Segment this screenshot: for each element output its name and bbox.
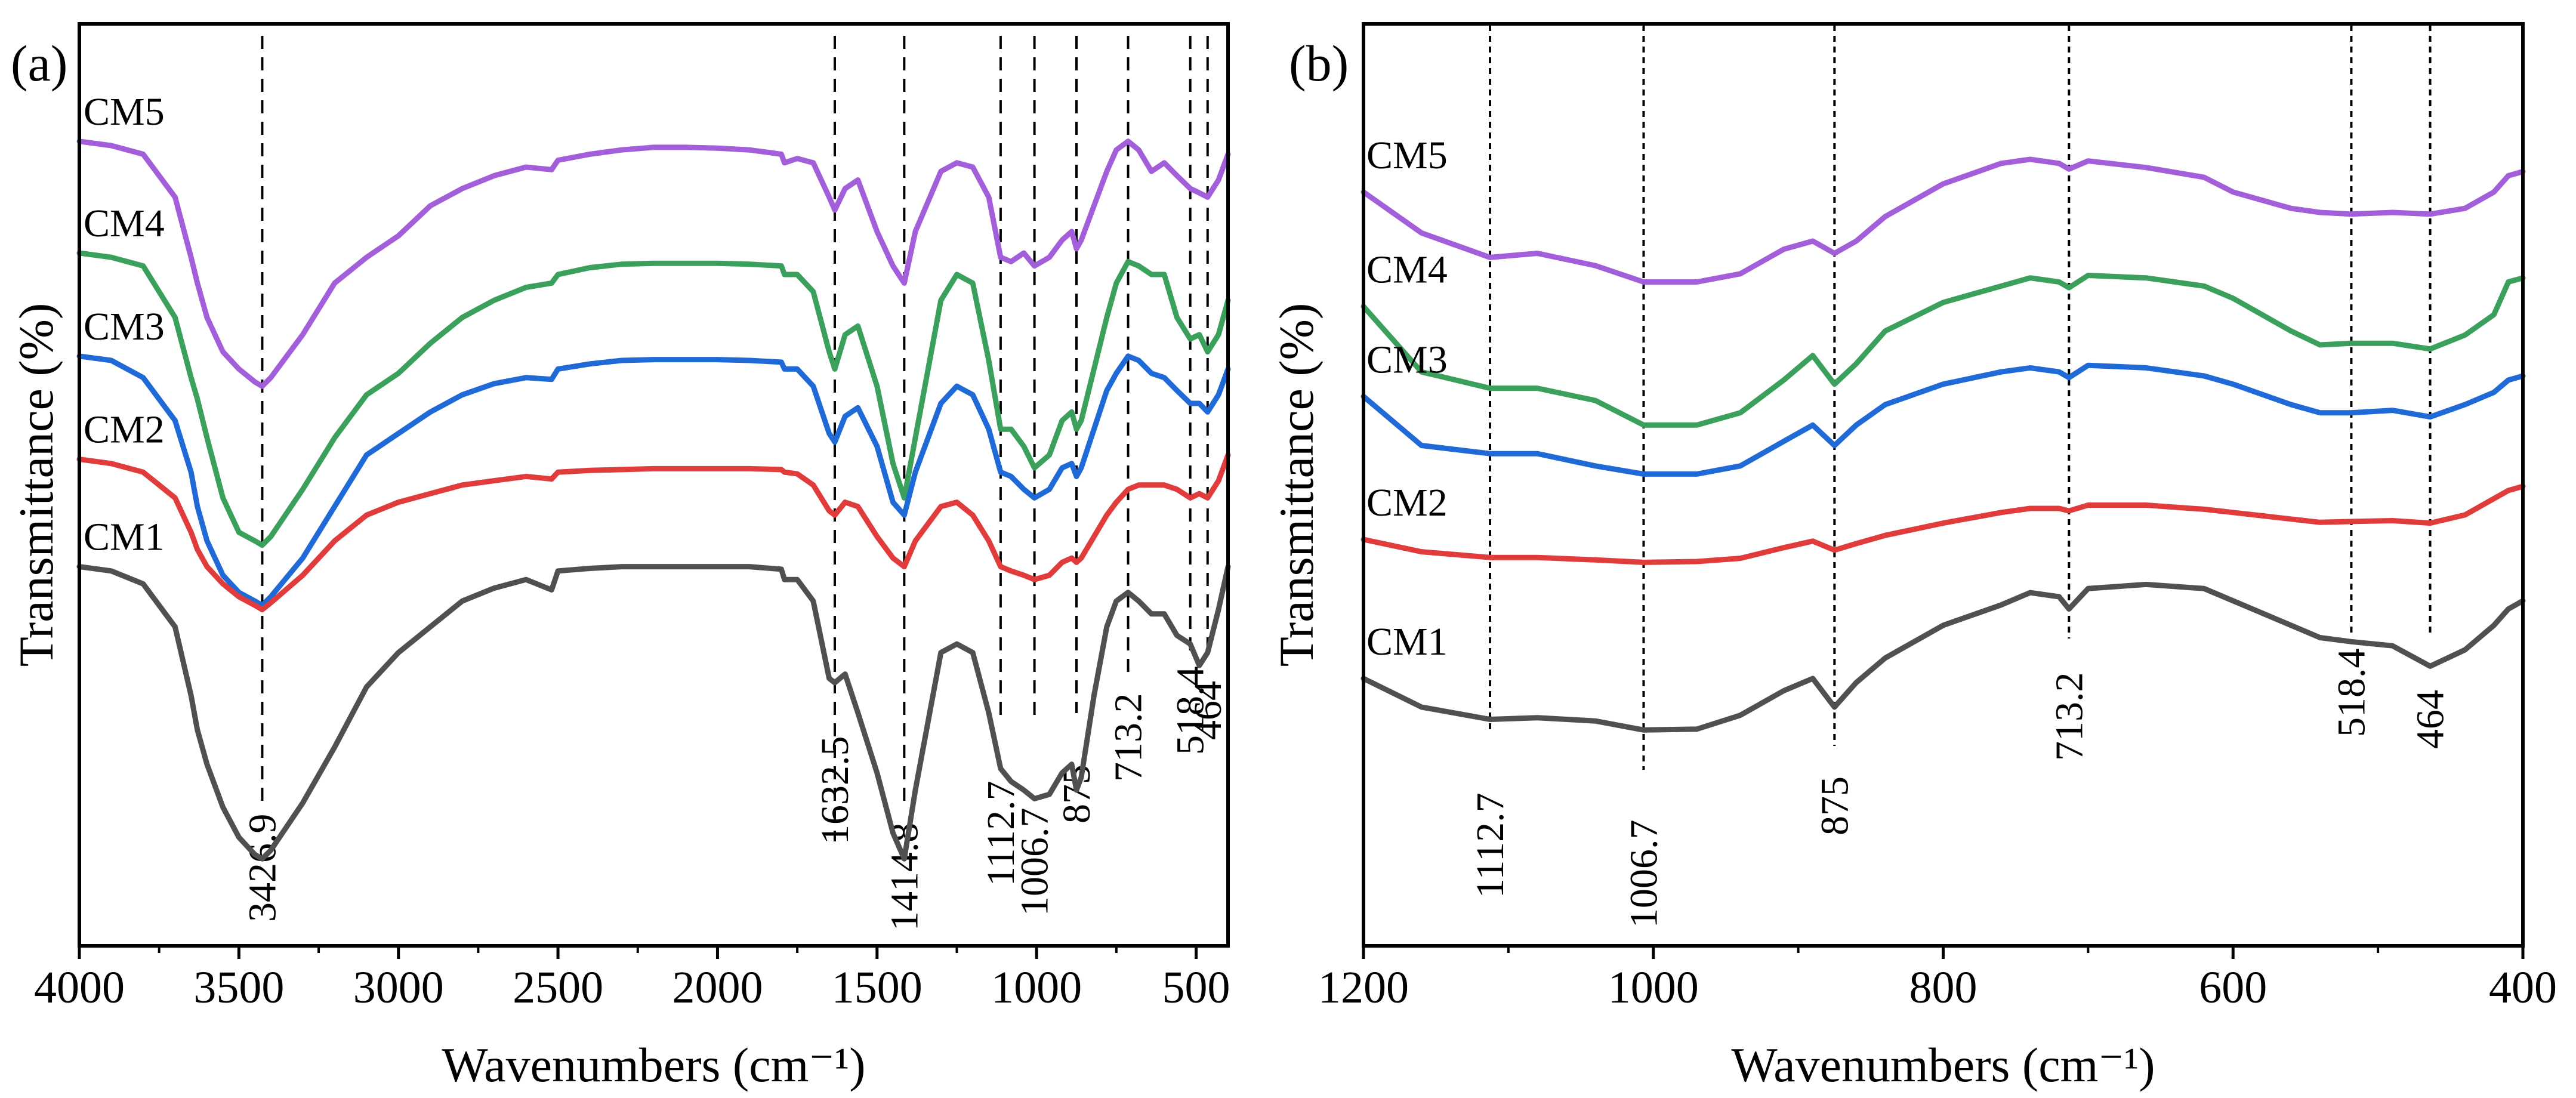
peak-label: 518.4	[1169, 666, 1213, 755]
panel-label: (b)	[1289, 35, 1349, 92]
x-tick-label: 600	[2199, 963, 2267, 1013]
x-tick-label: 2000	[672, 963, 763, 1013]
panel-b: (b) 1112.7 1006.7 875 713.2 518.4 464 CM5 CM4 CM3…	[1269, 22, 2557, 1092]
peak-label: 1414.8	[883, 823, 926, 932]
x-tick-label: 400	[2489, 963, 2557, 1013]
curve-label-cm5: CM5	[1366, 134, 1448, 177]
curve-label-cm4: CM4	[84, 202, 165, 245]
x-tick-label: 500	[1162, 963, 1230, 1013]
spectrum-line-cm4	[1361, 273, 2526, 428]
curve-label-cm5: CM5	[84, 90, 165, 134]
spectrum-line-cm2	[1361, 483, 2526, 565]
peak-label: 713.2	[2047, 673, 2091, 761]
x-tick-label: 3000	[353, 963, 444, 1013]
spectrum-line-cm1	[1361, 581, 2526, 733]
panel-label: (a)	[11, 35, 67, 92]
x-axis-title: Wavenumbers (cm⁻¹)	[442, 1038, 865, 1092]
curve-label-cm3: CM3	[84, 305, 165, 348]
spectrum-line-cm3	[76, 353, 1231, 608]
peak-label: 464	[1186, 681, 1230, 740]
curve-label-cm2: CM2	[84, 408, 165, 452]
x-axis-title: Wavenumbers (cm⁻¹)	[1731, 1038, 2155, 1092]
curve-label-cm1: CM1	[84, 516, 165, 559]
x-tick-label: 1200	[1318, 963, 1409, 1013]
spectrum-line-cm2	[76, 452, 1231, 613]
spectrum-line-cm5	[76, 138, 1231, 389]
curve-label-cm2: CM2	[1366, 481, 1448, 525]
spectrum-line-cm4	[76, 250, 1231, 548]
spectrum-line-cm5	[1361, 156, 2526, 285]
peak-label: 1632.5	[813, 736, 857, 845]
peak-label: 875	[1813, 776, 1856, 835]
axes-frame	[78, 22, 1230, 948]
peak-label: 1006.7	[1013, 808, 1057, 917]
curve-label-cm4: CM4	[1366, 248, 1448, 292]
axes-frame	[1362, 22, 2525, 948]
x-tick-label: 3500	[193, 963, 284, 1013]
peak-label: 3426.9	[240, 814, 284, 923]
y-axis-title: Transmittance (%)	[9, 303, 63, 667]
x-tick-label: 2500	[513, 963, 603, 1013]
spectrum-line-cm3	[1361, 362, 2526, 477]
x-tick-label: 1000	[991, 963, 1082, 1013]
x-tick-label: 1000	[1608, 963, 1699, 1013]
peak-label: 1006.7	[1622, 820, 1665, 929]
peak-label: 518.4	[2330, 649, 2373, 738]
peak-label: 1112.7	[979, 781, 1023, 886]
peak-label: 1112.7	[1469, 792, 1512, 898]
peak-label: 713.2	[1107, 693, 1150, 782]
peak-label: 464	[2409, 690, 2452, 749]
y-axis-title: Transmittance (%)	[1269, 303, 1324, 667]
spectrum-line-cm1	[76, 564, 1231, 862]
curve-label-cm1: CM1	[1366, 620, 1448, 664]
x-tick-label: 1500	[832, 963, 923, 1013]
x-tick-label: 800	[1909, 963, 1977, 1013]
x-tick-label: 4000	[34, 963, 125, 1013]
curve-label-cm3: CM3	[1366, 338, 1448, 381]
